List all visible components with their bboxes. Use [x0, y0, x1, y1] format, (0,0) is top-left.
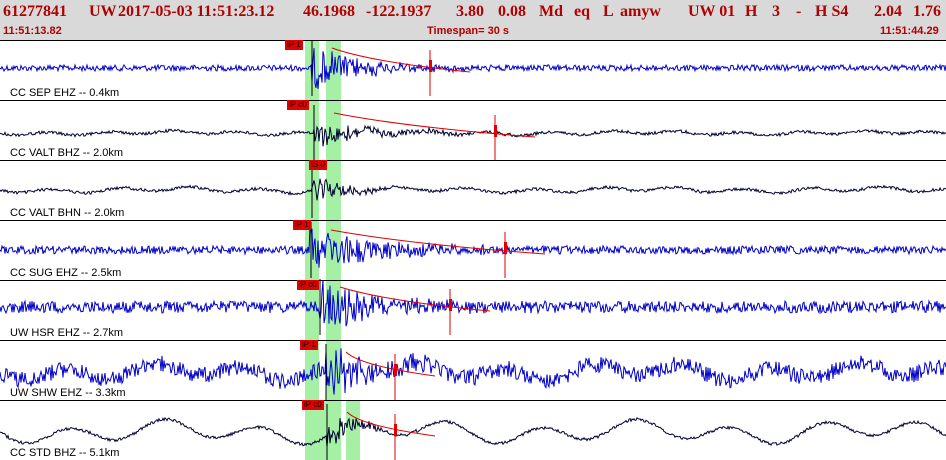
station-label-sep: CC SEP EHZ -- 0.4km	[10, 87, 120, 99]
station-label-hsr: UW HSR EHZ -- 2.7km	[10, 327, 124, 339]
p-window-band	[305, 40, 319, 460]
latitude: 46.1968	[303, 3, 355, 20]
coda-tick-0	[429, 60, 432, 72]
phase-pick-valt-bhn[interactable]: iS 0	[309, 160, 327, 170]
event-summary-line: 61277841 UW 2017-05-03 11:51:23.12 46.19…	[0, 0, 946, 24]
trace-panel-shw[interactable]	[0, 340, 946, 400]
coda-tick-3	[504, 242, 507, 254]
magnitude-type: Md	[539, 3, 563, 20]
header-field-4: -	[796, 3, 802, 20]
trace-panel-valt-bhz[interactable]	[0, 100, 946, 160]
coda-envelope-4	[339, 286, 491, 312]
timespan-label: Timespan= 30 s	[427, 25, 510, 37]
location-flag: L	[603, 3, 614, 20]
phase-pick-sug[interactable]: iP 1	[293, 220, 311, 230]
trace-panel-sep[interactable]	[0, 40, 946, 100]
coda-envelope-6	[346, 411, 436, 437]
phase-pick-hsr[interactable]: iP c0	[297, 280, 319, 290]
header-field-3: 3	[772, 3, 780, 20]
origin-datetime: 2017-05-03 11:51:23.12	[118, 3, 275, 20]
station-label-valt-bhn: CC VALT BHN -- 2.0km	[10, 207, 125, 219]
waveform-trace-4	[0, 280, 946, 327]
waveform-trace-6	[0, 416, 946, 447]
coda-envelope-5	[345, 351, 436, 377]
late-window-band-2	[346, 400, 360, 460]
event-id: 61277841	[3, 3, 67, 20]
header-field-5: H S4	[815, 3, 849, 20]
coda-tick-4	[449, 299, 452, 311]
waveform-trace-3	[0, 224, 946, 268]
magnitude: 0.08	[498, 3, 526, 20]
station-label-valt-bhz: CC VALT BHZ -- 2.0km	[10, 147, 124, 159]
station-label-shw: UW SHW EHZ -- 3.3km	[10, 387, 126, 399]
phase-pick-std[interactable]: iP c0	[302, 400, 324, 410]
coda-tick-6	[394, 424, 397, 436]
event-type: eq	[574, 3, 590, 20]
analyst: amyw	[620, 3, 661, 20]
network-code: UW	[89, 3, 117, 20]
station-label-std: CC STD BHZ -- 5.1km	[10, 447, 120, 459]
phase-pick-sep[interactable]: iP 1	[285, 40, 303, 50]
header-field-1: UW 01	[688, 3, 736, 20]
coda-envelope-3	[330, 229, 546, 255]
station-label-sug: CC SUG EHZ -- 2.5km	[10, 267, 122, 279]
longitude: -122.1937	[366, 3, 432, 20]
header-field-7: 1.76	[913, 3, 941, 20]
coda-tick-5	[394, 364, 397, 376]
phase-pick-shw[interactable]: iP 1	[300, 340, 318, 350]
waveform-trace-0	[0, 48, 946, 89]
coda-envelope-0	[331, 47, 471, 73]
depth: 3.80	[456, 3, 484, 20]
waveform-trace-2	[0, 178, 946, 201]
phase-pick-valt-bhz[interactable]: iP c0	[287, 100, 309, 110]
late-window-band	[318, 400, 326, 460]
waveform-trace-1	[0, 124, 946, 147]
end-time: 11:51:44.29	[880, 25, 939, 37]
waveform-trace-5	[0, 348, 946, 395]
coda-tick-1	[494, 125, 497, 137]
header-field-6: 2.04	[874, 3, 902, 20]
header-field-2: H	[745, 3, 758, 20]
trace-panel-hsr[interactable]	[0, 280, 946, 340]
coda-envelope-1	[333, 112, 536, 138]
start-time: 11:51:13.82	[3, 25, 62, 37]
event-header: 61277841 UW 2017-05-03 11:51:23.12 46.19…	[0, 0, 946, 40]
trace-panel-std[interactable]	[0, 400, 946, 460]
trace-panel-sug[interactable]	[0, 220, 946, 280]
trace-panel-valt-bhn[interactable]	[0, 160, 946, 220]
